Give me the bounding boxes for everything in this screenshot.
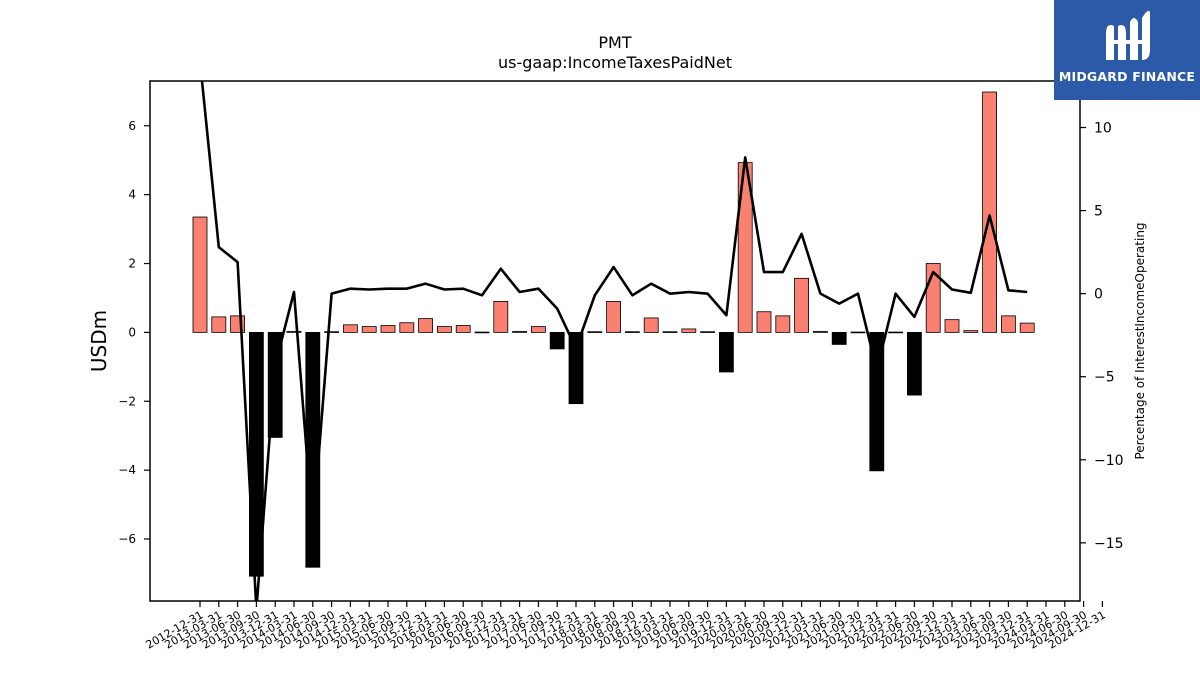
- bar: [606, 300, 621, 333]
- bar: [455, 325, 471, 333]
- bar: [1001, 315, 1016, 333]
- y2-tick-label: −15: [1094, 536, 1124, 552]
- bar: [850, 331, 866, 334]
- bar: [211, 316, 227, 333]
- bar: [756, 311, 772, 333]
- logo-text: MIDGARD FINANCE: [1058, 69, 1196, 84]
- bar: [305, 331, 321, 568]
- y-axis-ticks: −6 −4 −2 0 2 4 6: [118, 119, 150, 546]
- y2-axis-ticks: −15 −10 −5 0 5 10: [1080, 121, 1124, 552]
- bar: [512, 330, 527, 333]
- bar: [380, 325, 396, 333]
- bar: [361, 326, 377, 333]
- chart-subtitle: us-gaap:IncomeTaxesPaidNet: [498, 53, 732, 72]
- bar: [831, 331, 847, 345]
- bar: [888, 331, 903, 334]
- y-tick-label: 4: [128, 188, 136, 202]
- line-path: [200, 81, 1028, 601]
- bar: [531, 326, 546, 333]
- bar: [700, 331, 715, 333]
- y2-tick-label: 0: [1094, 287, 1103, 303]
- bar: [587, 331, 603, 333]
- brand-logo: MIDGARD FINANCE: [1054, 0, 1200, 100]
- bar: [248, 331, 264, 577]
- y-tick-label: 6: [128, 119, 136, 133]
- y-axis-label: USDm: [87, 310, 111, 372]
- y2-tick-label: 10: [1094, 121, 1112, 137]
- x-axis-ticks: 2012-12-312013-03-312013-06-302013-09-30…: [144, 601, 1108, 652]
- midgard-logo-icon: [1106, 10, 1150, 60]
- bar: [1019, 322, 1035, 333]
- bar: [681, 328, 697, 333]
- y-tick-label: −6: [118, 532, 136, 546]
- bar: [794, 277, 809, 333]
- y-tick-label: −4: [118, 463, 136, 477]
- chart-title: PMT: [598, 33, 631, 52]
- y2-tick-label: −5: [1094, 370, 1115, 386]
- bar: [286, 330, 302, 333]
- plot-frame: [149, 80, 1081, 602]
- bar: [192, 216, 208, 333]
- y2-tick-label: 5: [1094, 204, 1103, 220]
- bar-series: [192, 91, 1035, 577]
- bar: [982, 91, 997, 333]
- bar: [643, 317, 659, 333]
- bar: [907, 331, 922, 396]
- bar: [869, 331, 885, 472]
- y-tick-label: 2: [128, 257, 136, 271]
- bar: [568, 331, 584, 405]
- bar: [775, 315, 791, 333]
- y-tick-label: −2: [118, 394, 136, 408]
- bar: [813, 330, 828, 333]
- bar: [719, 331, 734, 373]
- bar: [944, 319, 960, 333]
- bar: [493, 300, 509, 333]
- line-series: [200, 81, 1028, 601]
- y2-tick-label: −10: [1094, 453, 1124, 469]
- bar: [399, 322, 415, 333]
- bar: [662, 331, 678, 333]
- bar: [436, 326, 452, 333]
- y-tick-label: 0: [128, 325, 136, 339]
- y2-axis-label: Percentage of InterestIncomeOperating: [1133, 222, 1147, 459]
- bar: [474, 331, 490, 334]
- bar: [549, 331, 565, 350]
- bar: [418, 318, 434, 333]
- bar: [342, 324, 358, 333]
- bar: [963, 330, 979, 333]
- bar: [324, 331, 340, 333]
- bar: [625, 331, 640, 333]
